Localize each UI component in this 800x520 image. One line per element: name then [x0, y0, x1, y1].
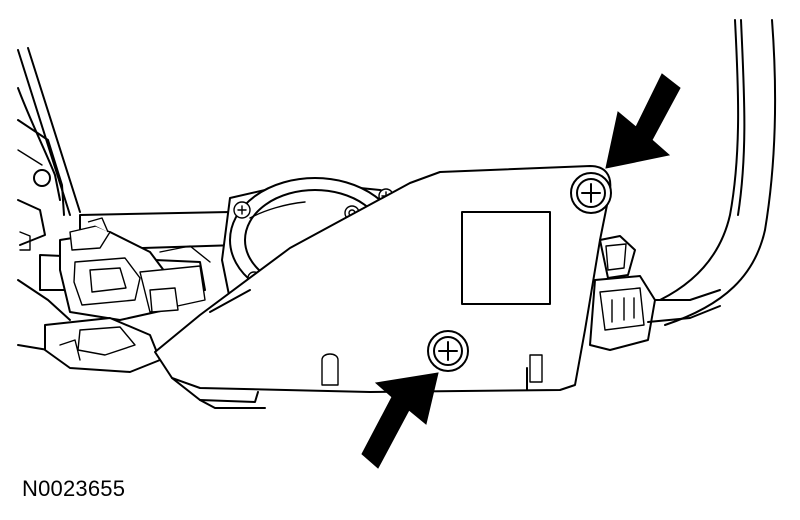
left-electrical-connector [44, 217, 211, 373]
lower-center-bolt-icon [427, 330, 469, 372]
cover-label-window [461, 211, 551, 305]
wiring-harness [659, 19, 777, 326]
figure-reference-number: N0023655 [22, 476, 126, 501]
cover-plate [154, 165, 612, 409]
right-electrical-connector [589, 235, 721, 351]
callout-arrow-upper [605, 73, 681, 169]
housing-screw-1-icon [233, 201, 251, 219]
cover-slot-left [321, 353, 339, 386]
cover-slot-right [529, 354, 543, 383]
callout-arrow-lower [361, 372, 439, 469]
upper-right-bolt-icon [570, 172, 612, 214]
